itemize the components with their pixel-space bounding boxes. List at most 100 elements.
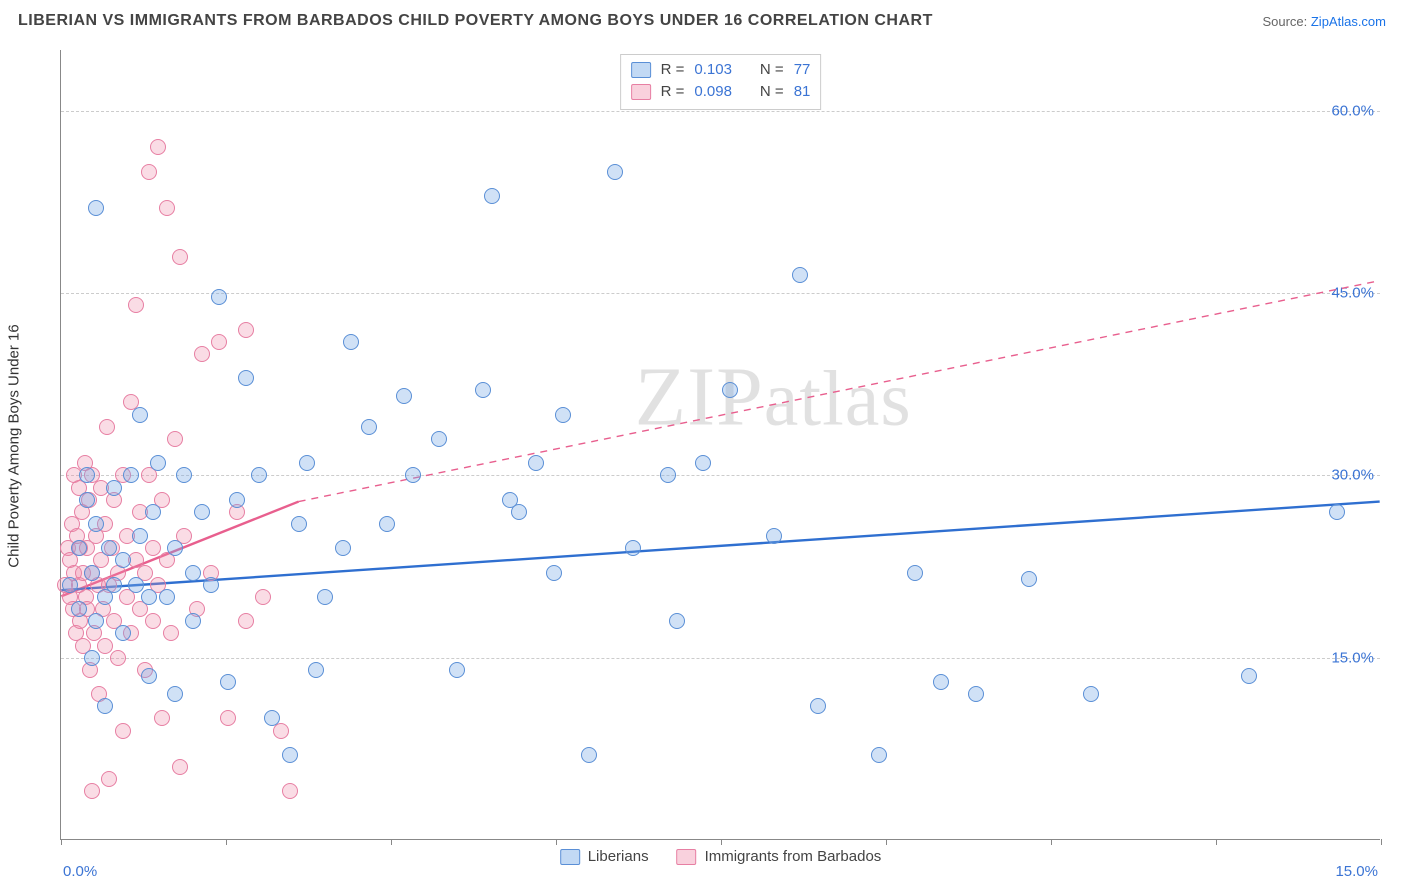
chart-title: LIBERIAN VS IMMIGRANTS FROM BARBADOS CHI… [18, 12, 933, 30]
data-point-b [159, 200, 175, 216]
data-point-a [766, 528, 782, 544]
data-point-a [695, 455, 711, 471]
data-point-a [1241, 668, 1257, 684]
data-point-a [141, 668, 157, 684]
data-point-a [528, 455, 544, 471]
data-point-a [449, 662, 465, 678]
data-point-a [88, 516, 104, 532]
data-point-a [251, 467, 267, 483]
data-point-a [229, 492, 245, 508]
data-point-a [88, 613, 104, 629]
scatter-plot: ZIPatlas 15.0%30.0%45.0%60.0% R = 0.103 … [60, 50, 1380, 840]
data-point-a [106, 577, 122, 593]
n-value-a: 77 [794, 59, 811, 81]
data-point-b [211, 334, 227, 350]
data-point-a [546, 565, 562, 581]
data-point-b [145, 613, 161, 629]
source-attribution: Source: ZipAtlas.com [1262, 14, 1386, 29]
data-point-a [607, 164, 623, 180]
n-value-b: 81 [794, 81, 811, 103]
data-point-b [145, 540, 161, 556]
data-point-a [343, 334, 359, 350]
data-point-b [99, 419, 115, 435]
data-point-a [933, 674, 949, 690]
data-point-a [128, 577, 144, 593]
data-point-a [106, 480, 122, 496]
data-point-b [141, 164, 157, 180]
data-point-b [167, 431, 183, 447]
data-point-b [194, 346, 210, 362]
data-point-a [71, 540, 87, 556]
legend-stats: R = 0.103 N = 77 R = 0.098 N = 81 [620, 54, 822, 110]
data-point-b [115, 723, 131, 739]
data-point-a [79, 467, 95, 483]
data-point-a [141, 589, 157, 605]
data-point-a [660, 467, 676, 483]
legend-stats-row-a: R = 0.103 N = 77 [631, 59, 811, 81]
r-value-a: 0.103 [694, 59, 732, 81]
legend-item-b: Immigrants from Barbados [677, 848, 882, 865]
data-point-b [282, 783, 298, 799]
data-point-a [669, 613, 685, 629]
y-axis-title: Child Poverty Among Boys Under 16 [6, 324, 23, 567]
data-point-a [282, 747, 298, 763]
data-point-b [220, 710, 236, 726]
data-point-a [238, 370, 254, 386]
data-point-a [71, 601, 87, 617]
data-point-b [163, 625, 179, 641]
x-max-label: 15.0% [1335, 863, 1378, 880]
legend-stats-row-b: R = 0.098 N = 81 [631, 81, 811, 103]
data-point-a [62, 577, 78, 593]
data-point-a [176, 467, 192, 483]
n-label: N = [760, 81, 784, 103]
data-point-a [1329, 504, 1345, 520]
legend-swatch-b [631, 84, 651, 100]
source-link[interactable]: ZipAtlas.com [1311, 14, 1386, 29]
data-point-a [308, 662, 324, 678]
data-point-a [115, 552, 131, 568]
legend-series: Liberians Immigrants from Barbados [560, 848, 882, 865]
data-point-b [101, 771, 117, 787]
legend-swatch-a-icon [560, 849, 580, 865]
data-point-a [79, 492, 95, 508]
r-value-b: 0.098 [694, 81, 732, 103]
data-point-b [238, 322, 254, 338]
data-point-b [172, 249, 188, 265]
data-point-b [128, 297, 144, 313]
data-point-a [581, 747, 597, 763]
data-point-a [1021, 571, 1037, 587]
data-point-a [84, 565, 100, 581]
data-point-a [185, 613, 201, 629]
legend-item-a: Liberians [560, 848, 649, 865]
data-point-a [145, 504, 161, 520]
data-point-a [405, 467, 421, 483]
data-point-a [167, 540, 183, 556]
data-point-a [475, 382, 491, 398]
data-point-a [555, 407, 571, 423]
data-point-a [88, 200, 104, 216]
data-point-a [871, 747, 887, 763]
data-point-a [97, 698, 113, 714]
x-ticks [61, 839, 1380, 845]
data-point-a [150, 455, 166, 471]
legend-swatch-b-icon [677, 849, 697, 865]
data-point-b [150, 139, 166, 155]
data-point-a [722, 382, 738, 398]
data-point-a [317, 589, 333, 605]
data-point-a [968, 686, 984, 702]
n-label: N = [760, 59, 784, 81]
data-point-b [97, 638, 113, 654]
data-point-a [431, 431, 447, 447]
data-point-a [84, 650, 100, 666]
legend-label-b: Immigrants from Barbados [705, 848, 882, 865]
data-point-a [1083, 686, 1099, 702]
data-point-b [110, 650, 126, 666]
data-point-a [115, 625, 131, 641]
data-point-a [211, 289, 227, 305]
data-point-a [194, 504, 210, 520]
data-point-a [167, 686, 183, 702]
data-point-a [264, 710, 280, 726]
x-min-label: 0.0% [63, 863, 97, 880]
data-point-a [511, 504, 527, 520]
data-point-a [625, 540, 641, 556]
